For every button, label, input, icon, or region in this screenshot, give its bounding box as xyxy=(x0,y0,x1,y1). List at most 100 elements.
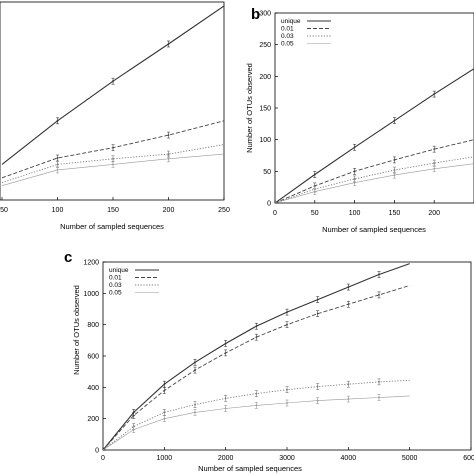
x-tick-label: 200 xyxy=(428,210,440,217)
series-line-0.01 xyxy=(103,285,410,450)
y-tick-label: 1200 xyxy=(83,260,99,267)
y-tick-label: 150 xyxy=(259,106,271,113)
data-point xyxy=(163,417,166,420)
y-tick-label: 0 xyxy=(267,201,271,208)
data-point xyxy=(316,399,319,402)
data-point xyxy=(347,286,350,288)
data-point xyxy=(353,146,356,149)
data-point xyxy=(378,273,380,276)
x-axis-title: Number of sampled sequences xyxy=(322,225,426,234)
x-tick-label: 100 xyxy=(349,210,361,217)
x-tick-label: 1000 xyxy=(157,455,173,462)
legend-label: unique xyxy=(109,267,129,274)
y-tick-label: 800 xyxy=(87,322,99,329)
data-point xyxy=(347,303,350,306)
data-point xyxy=(56,169,59,171)
y-axis-title: Number of OTUs observed xyxy=(72,285,81,375)
data-point xyxy=(112,163,114,166)
x-tick-label: 100 xyxy=(52,207,64,214)
data-point xyxy=(378,294,380,296)
data-point xyxy=(56,157,59,159)
data-point xyxy=(194,361,196,364)
data-point xyxy=(194,403,196,406)
data-point xyxy=(224,407,227,410)
x-axis-title: Number of sampled sequences xyxy=(60,222,164,231)
data-point xyxy=(255,404,258,407)
data-point xyxy=(313,190,316,193)
data-point xyxy=(224,351,227,354)
chart-panel-b: 0 50 100 150 200 0 50 100 150 200 250 300 Number of … xyxy=(245,11,474,234)
legend-label: 0.05 xyxy=(281,41,294,48)
series-line-unique xyxy=(275,68,474,203)
data-point xyxy=(112,157,114,160)
y-tick-label: 400 xyxy=(87,385,99,392)
y-tick-label: 250 xyxy=(259,42,271,49)
legend-label: 0.03 xyxy=(109,282,122,289)
data-point xyxy=(286,311,288,314)
x-tick-label: 5000 xyxy=(402,455,418,462)
legend-label: 0.01 xyxy=(109,275,122,282)
y-tick-label: 100 xyxy=(259,137,271,144)
data-point xyxy=(224,397,227,400)
data-point xyxy=(433,162,436,165)
data-point xyxy=(194,369,196,371)
y-axis-title: Number of OTUs observed xyxy=(245,63,254,153)
series-line-series-2 xyxy=(1,144,224,184)
data-point xyxy=(167,153,170,155)
legend-label: 0.01 xyxy=(281,26,294,33)
y-tick-label: 600 xyxy=(87,354,99,361)
y-tick-label: 50 xyxy=(263,169,271,176)
x-tick-label: 250 xyxy=(218,207,230,214)
legend-label: 0.05 xyxy=(109,290,122,297)
data-point xyxy=(224,342,227,345)
data-point xyxy=(347,398,350,400)
data-point xyxy=(316,385,319,388)
y-tick-label: 200 xyxy=(87,416,99,423)
x-tick-label: 3000 xyxy=(279,455,295,462)
data-point xyxy=(316,312,319,315)
y-tick-label: 1000 xyxy=(83,291,99,298)
data-point xyxy=(255,336,258,339)
plot-area xyxy=(103,263,410,450)
series-line-0.01 xyxy=(275,139,474,203)
x-axis-title: Number of sampled sequences xyxy=(198,464,302,473)
series-line-series-0 xyxy=(1,5,224,165)
series-line-0.03 xyxy=(275,156,474,203)
x-tick-label: 0 xyxy=(273,210,277,217)
y-tick-label: 300 xyxy=(259,11,271,18)
data-point xyxy=(194,411,196,414)
data-point xyxy=(56,163,59,166)
data-point xyxy=(353,178,356,180)
data-point xyxy=(112,80,114,83)
series-line-unique xyxy=(103,263,410,450)
data-point xyxy=(353,170,356,173)
data-point xyxy=(167,157,170,160)
x-tick-label: 50 xyxy=(0,207,8,214)
data-point xyxy=(378,380,380,383)
data-point xyxy=(286,402,288,404)
x-tick-label: 2000 xyxy=(218,455,234,462)
data-point xyxy=(56,119,59,122)
series-line-0.05 xyxy=(275,163,474,203)
plot-frame xyxy=(102,261,472,451)
data-point xyxy=(167,43,170,45)
data-point xyxy=(286,388,288,391)
data-point xyxy=(112,146,114,149)
data-point xyxy=(378,396,380,399)
data-point xyxy=(433,148,436,151)
x-tick-label: 150 xyxy=(389,210,401,217)
data-point xyxy=(393,159,396,161)
data-point xyxy=(132,428,135,431)
data-point xyxy=(347,383,350,386)
y-tick-label: 200 xyxy=(259,74,271,81)
panel-b-letter: b xyxy=(251,6,260,23)
x-tick-label: 50 xyxy=(311,210,319,217)
x-tick-label: 4000 xyxy=(341,455,357,462)
data-point xyxy=(313,173,316,176)
data-point xyxy=(255,325,258,328)
data-point xyxy=(433,167,436,170)
data-point xyxy=(433,93,436,95)
legend-label: 0.03 xyxy=(281,33,294,40)
